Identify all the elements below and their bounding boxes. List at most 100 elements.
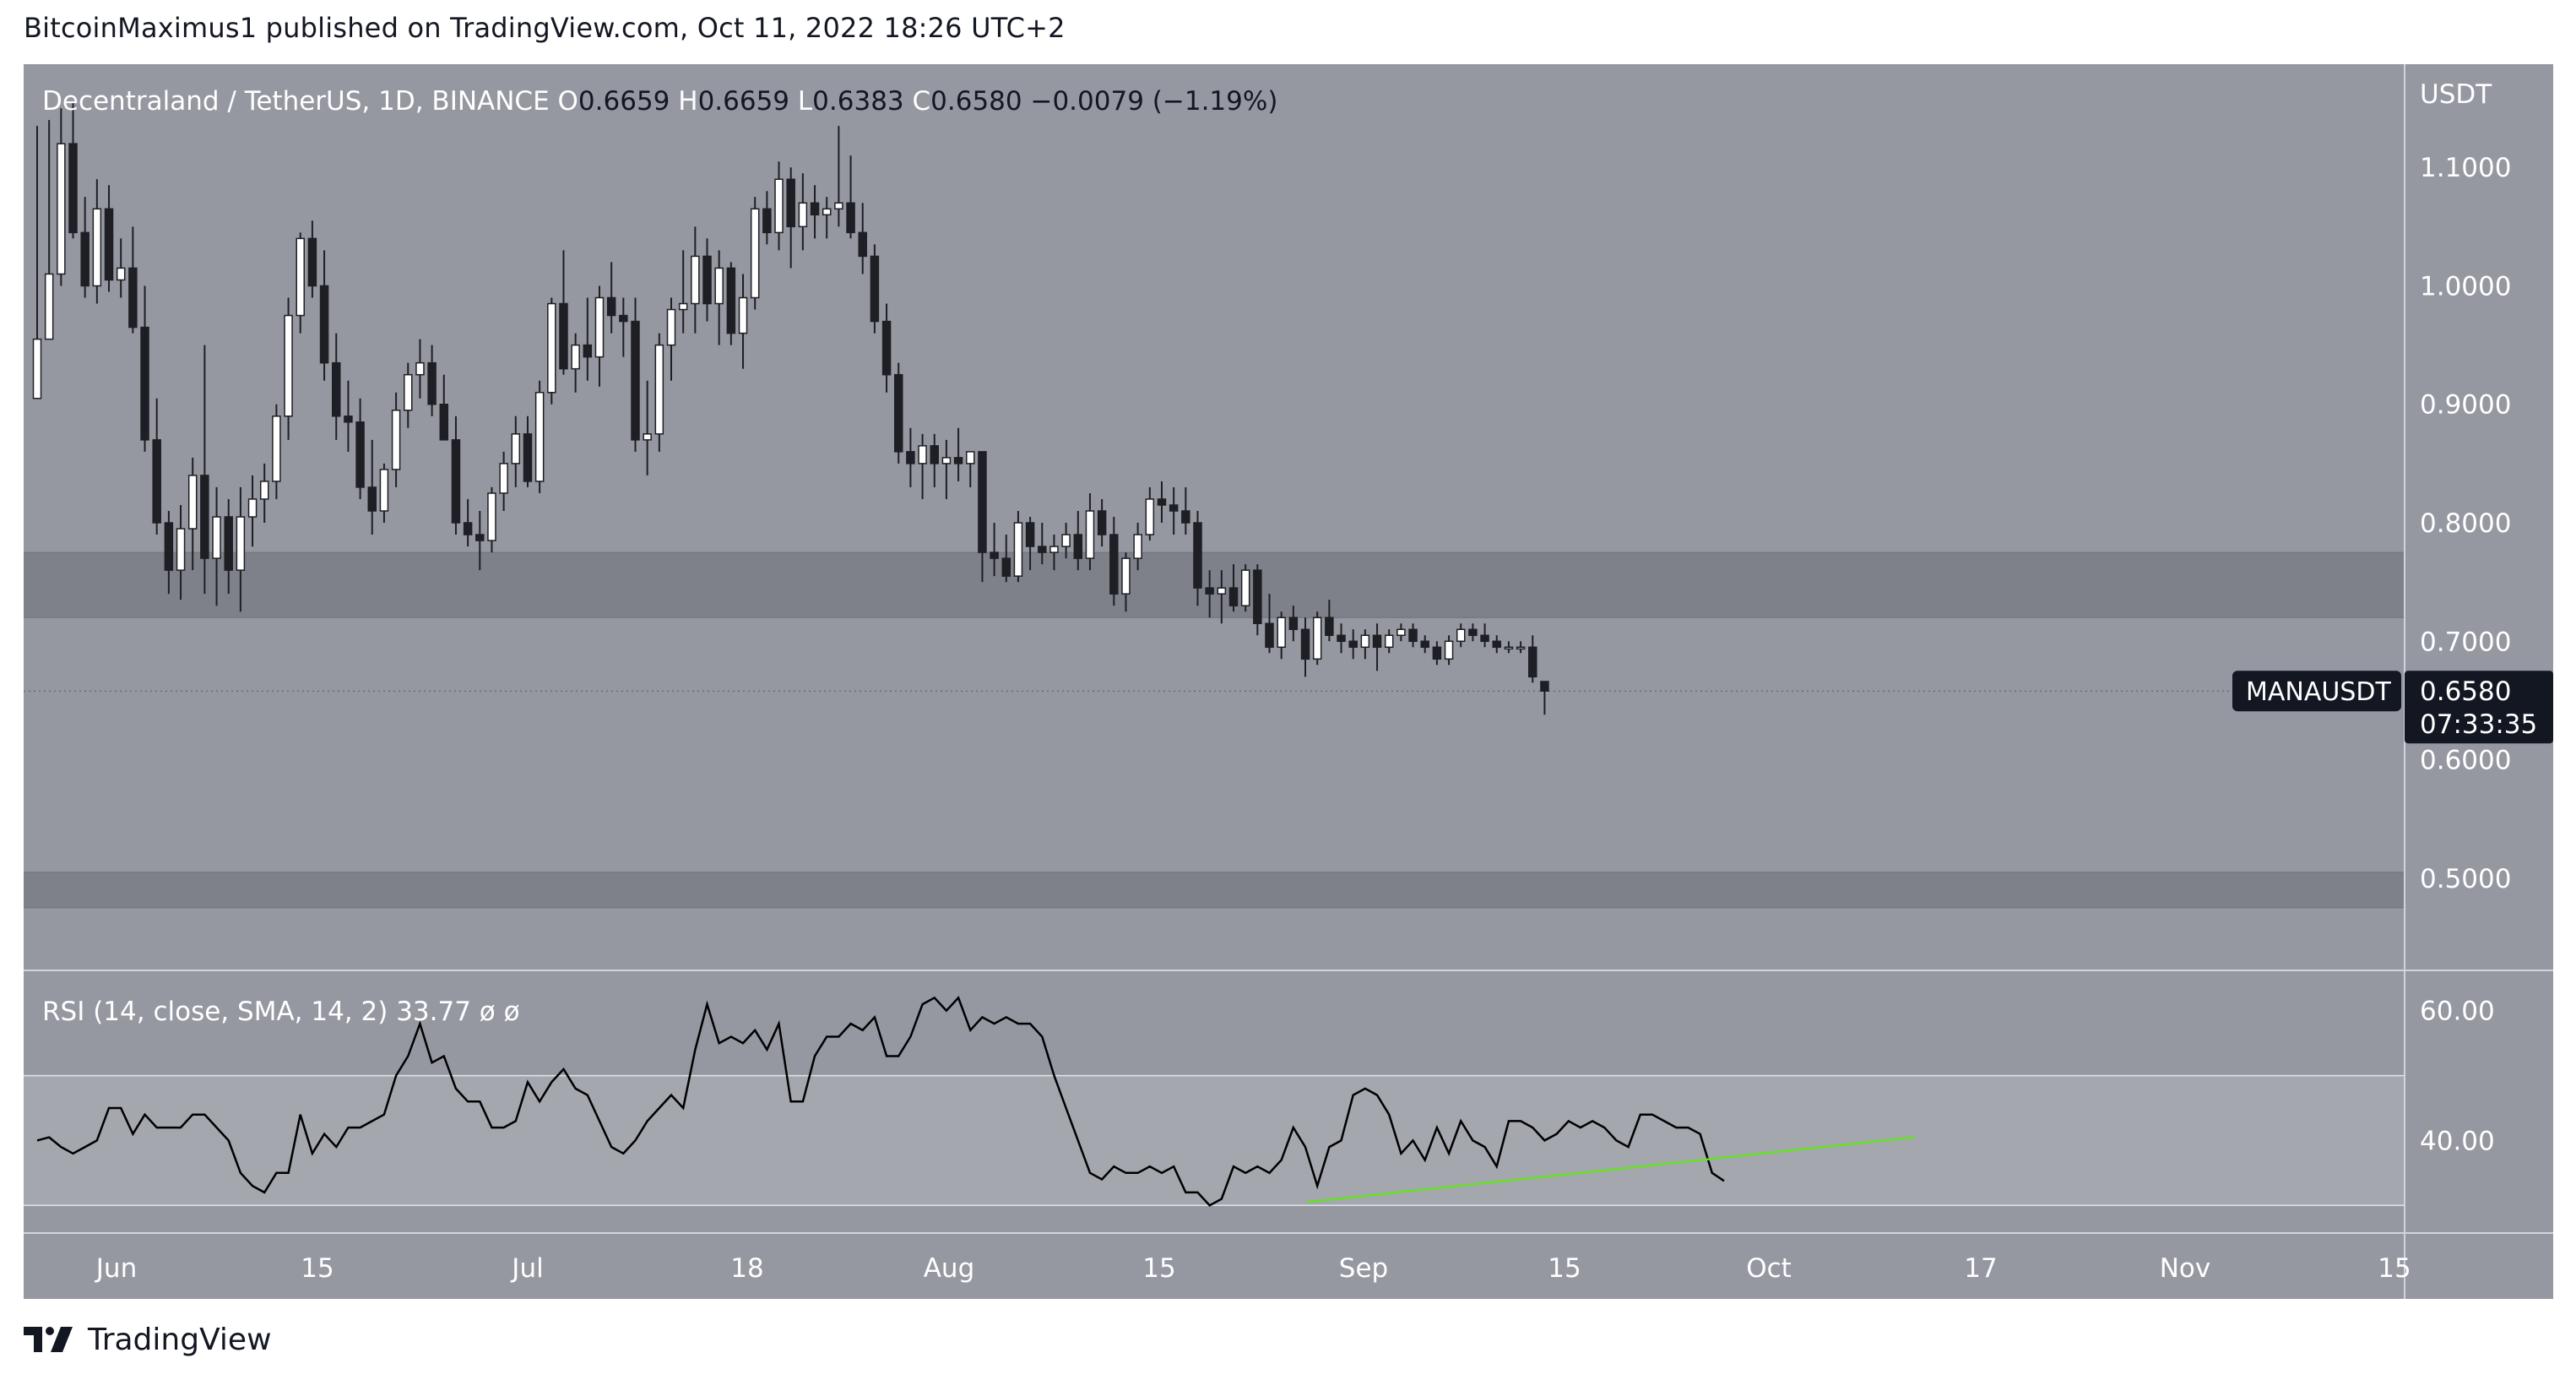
candle-down: [1420, 640, 1429, 649]
candle-down: [1157, 498, 1167, 506]
candle-up: [534, 391, 545, 482]
time-tick-label: Oct: [1746, 1253, 1792, 1284]
candle-down: [128, 267, 138, 329]
candle-up: [92, 208, 102, 287]
candle-down: [1025, 522, 1035, 547]
rsi-tick-label: 40.00: [2420, 1126, 2495, 1156]
axes: 1.1000 1.0000 0.9000 0.8000 0.7000 0.6000 0.50…: [24, 64, 2553, 1299]
candle-down: [1001, 557, 1011, 577]
candle-up: [57, 143, 66, 275]
candle-up: [1384, 634, 1394, 649]
candle-down: [583, 344, 593, 358]
candle-down: [953, 457, 963, 465]
candle-down: [1169, 504, 1179, 512]
ohlc-legend: Decentraland / TetherUS, 1D, BINANCE O0.…: [42, 86, 1277, 117]
price-tag-value: 0.6580: [2420, 676, 2511, 707]
candle-down: [1073, 534, 1083, 559]
candle-down: [1228, 587, 1239, 606]
candle-up: [212, 516, 221, 559]
candle-up: [44, 273, 54, 340]
candle-up: [116, 267, 126, 281]
price-tick-label: 1.0000: [2420, 271, 2511, 302]
candle-down: [846, 202, 855, 234]
rsi-legend-extra: ø: [504, 997, 520, 1027]
candle-down: [1109, 534, 1119, 595]
candle-up: [1312, 617, 1322, 660]
candle-up: [654, 344, 664, 435]
candle-down: [451, 439, 461, 524]
candle-down: [1528, 646, 1537, 678]
price-tick-label: 0.5000: [2420, 864, 2511, 894]
symbol-tag-label: MANAUSDT: [2246, 677, 2391, 707]
candle-down: [978, 451, 987, 553]
main-pane-bg: [24, 64, 2405, 970]
candle-up: [941, 457, 952, 465]
candle-down: [523, 433, 533, 482]
time-tick-label: Jul: [510, 1253, 543, 1284]
candle-up: [259, 481, 269, 500]
candle-down: [164, 522, 174, 571]
rsi-band-bg: [24, 1075, 2405, 1206]
candle-up: [966, 451, 975, 465]
candle-down: [1253, 569, 1262, 624]
candle-down: [631, 320, 640, 441]
chart-container[interactable]: 1.1000 1.0000 0.9000 0.8000 0.7000 0.6000 0.50…: [24, 64, 2553, 1299]
rsi-pane: [24, 971, 2405, 1233]
candle-up: [822, 208, 832, 216]
candle-down: [881, 320, 892, 376]
tradingview-logo-icon: [24, 1327, 73, 1352]
legend-o-label: O: [558, 86, 578, 117]
price-tick-label: 0.9000: [2420, 390, 2511, 421]
candle-up: [1217, 587, 1227, 595]
candle-up: [32, 338, 42, 399]
support-zone: [24, 552, 2405, 618]
time-tick-label: 15: [1548, 1253, 1581, 1284]
candle-down: [355, 421, 365, 488]
footer-brand: TradingView: [88, 1322, 272, 1357]
candle-up: [1277, 617, 1286, 649]
price-tick-label: 0.6000: [2420, 746, 2511, 776]
candle-down: [1325, 617, 1334, 637]
legend-l-value: 0.6383: [812, 86, 912, 117]
candle-down: [1288, 617, 1299, 631]
candle-up: [1049, 546, 1059, 553]
candle-down: [786, 178, 795, 228]
candle-up: [379, 469, 389, 512]
candle-down: [619, 314, 628, 323]
candle-down: [344, 416, 353, 423]
candle-up: [511, 433, 521, 465]
candle-up: [1061, 534, 1071, 547]
candle-down: [224, 516, 233, 571]
candle-down: [858, 231, 867, 258]
candle-up: [750, 208, 760, 299]
legend-l-label: L: [798, 86, 813, 117]
candle-down: [1300, 628, 1310, 660]
candle-down: [810, 202, 820, 216]
time-tick-label: 18: [730, 1253, 763, 1284]
candle-up: [1516, 646, 1526, 650]
candle-down: [702, 255, 712, 305]
candle-down: [1265, 622, 1274, 649]
candle-down: [930, 445, 939, 465]
legend-change: −0.0079 (−1.19%): [1030, 86, 1277, 117]
price-axis-currency: USDT: [2420, 79, 2492, 110]
candle-up: [594, 296, 605, 358]
candle-down: [307, 237, 317, 287]
candle-down: [319, 285, 329, 364]
time-tick-label: Nov: [2160, 1253, 2211, 1284]
candle-down: [1408, 628, 1418, 643]
main-pane: [24, 64, 2405, 970]
candle-down: [1480, 634, 1489, 643]
candle-up: [187, 475, 198, 530]
candle-down: [1492, 640, 1501, 649]
candle-down: [870, 255, 880, 323]
candle-down: [463, 522, 473, 535]
candle-up: [678, 302, 688, 311]
candle-down: [439, 403, 449, 441]
time-tick-label: Jun: [95, 1253, 137, 1284]
time-axis-bg: [24, 1233, 2405, 1299]
time-tick-label: 17: [1964, 1253, 1997, 1284]
rsi-trendline: [1306, 1136, 1916, 1203]
price-chart[interactable]: 1.1000 1.0000 0.9000 0.8000 0.7000 0.6000 0.50…: [24, 64, 2553, 1299]
tradingview-footer[interactable]: TradingView: [24, 1322, 272, 1357]
